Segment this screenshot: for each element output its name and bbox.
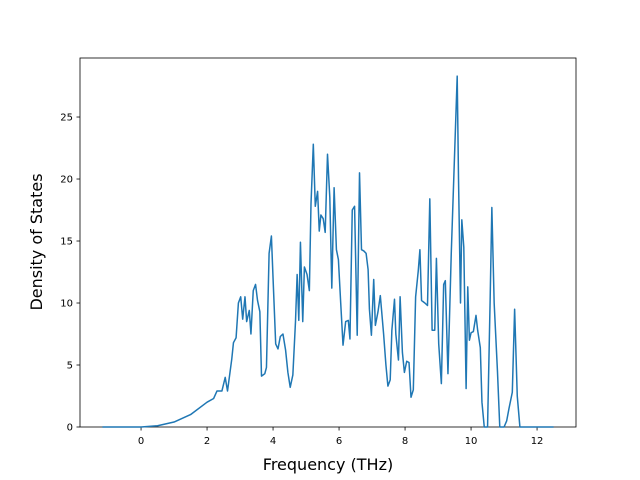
y-tick-label: 0 — [67, 423, 73, 434]
y-tick-label: 15 — [60, 237, 73, 248]
x-tick-label: 10 — [465, 436, 478, 447]
x-tick-label: 8 — [402, 436, 408, 447]
data-line — [102, 75, 554, 428]
x-tick-label: 12 — [531, 436, 544, 447]
y-tick-label: 5 — [67, 361, 73, 372]
x-tick-label: 2 — [204, 436, 210, 447]
x-tick-label: 4 — [270, 436, 276, 447]
y-tick-label: 20 — [60, 175, 73, 186]
x-tick-label: 6 — [336, 436, 342, 447]
y-tick-label: 25 — [60, 113, 73, 124]
x-tick-label: 0 — [138, 436, 144, 447]
y-tick-label: 10 — [60, 299, 73, 310]
plot-frame — [79, 57, 577, 428]
x-axis-label: Frequency (THz) — [263, 455, 393, 474]
y-axis-label: Density of States — [27, 173, 46, 310]
